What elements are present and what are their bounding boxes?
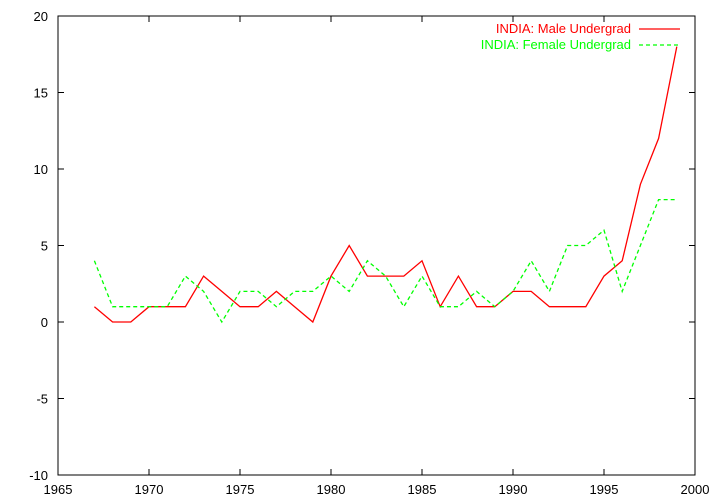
x-tick-label: 1985 (408, 482, 437, 497)
x-tick-label: 1990 (499, 482, 528, 497)
y-tick-label: 10 (34, 162, 48, 177)
series-layer (93, 46, 678, 324)
legend-label: INDIA: Female Undergrad (481, 37, 631, 52)
y-tick-label: 5 (41, 239, 48, 254)
x-tick-label: 1980 (317, 482, 346, 497)
y-tick-label: 0 (41, 315, 48, 330)
y-tick-label: 15 (34, 86, 48, 101)
y-tick-label: 20 (34, 9, 48, 24)
x-tick-label: 1965 (44, 482, 73, 497)
x-tick-label: 1995 (590, 482, 619, 497)
axis-ticks: 1965 1970 1975 1980 1985 1990 1995 2000 -10 -5 0 5 1… (29, 9, 709, 497)
y-tick-label: -5 (36, 392, 48, 407)
x-tick-label: 1975 (226, 482, 255, 497)
x-tick-label: 1970 (135, 482, 164, 497)
series-line-female-undergrad (93, 198, 677, 324)
series-line-male-undergrad (93, 46, 678, 324)
plot-frame (57, 15, 696, 476)
legend-label: INDIA: Male Undergrad (496, 21, 631, 36)
y-tick-label: -10 (29, 468, 48, 483)
x-tick-label: 2000 (681, 482, 710, 497)
